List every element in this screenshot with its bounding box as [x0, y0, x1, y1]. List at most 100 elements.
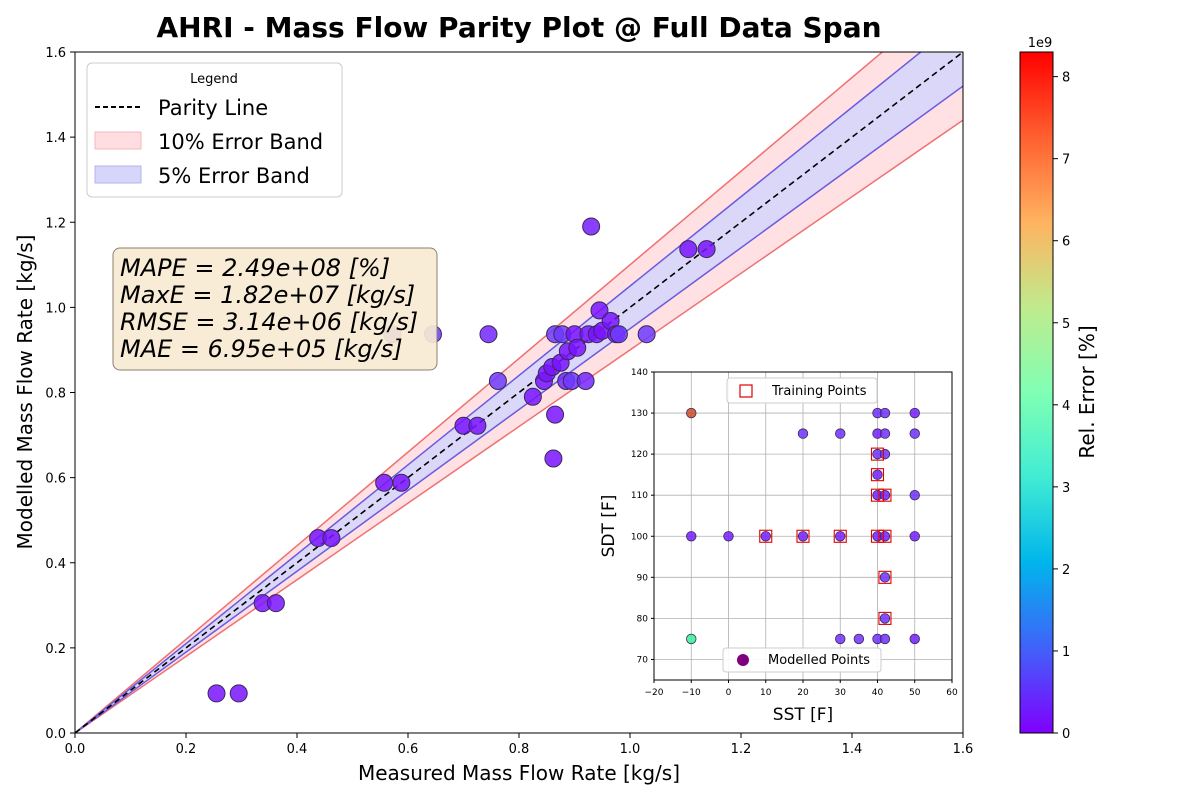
inset-training-point — [870, 529, 885, 543]
inset-training-point — [878, 488, 892, 502]
inset-x-tick-label: −20 — [645, 688, 664, 698]
inset-training-point — [870, 488, 885, 502]
inset-y-tick-label: 100 — [631, 532, 648, 542]
y-tick-label: 0.0 — [45, 727, 66, 742]
error-band-upper-edge-10pct — [75, 52, 884, 733]
inset-modelled-point — [909, 531, 920, 542]
inset-modelled-point — [760, 531, 771, 542]
inset-modelled-point — [872, 469, 883, 480]
inset-training-point — [878, 570, 892, 584]
x-tick-label: 0.4 — [287, 742, 308, 757]
data-point — [229, 684, 248, 703]
x-tick-label: 0.0 — [65, 742, 86, 757]
x-tick-label: 0.6 — [398, 742, 419, 757]
y-axis-label: Modelled Mass Flow Rate [kg/s] — [13, 235, 37, 550]
inset-modelled-point — [797, 531, 809, 542]
colorbar-tick-label: 0 — [1062, 727, 1070, 742]
inset-training-point — [878, 529, 892, 543]
inset-modelled-point — [879, 448, 891, 460]
data-point — [590, 301, 609, 320]
colorbar-tick-label: 4 — [1062, 399, 1070, 414]
inset-legend-modelled-box — [722, 647, 882, 673]
inset-modelled-point — [686, 633, 697, 645]
inset-training-point — [870, 447, 885, 461]
inset-modelled-point — [879, 633, 891, 645]
colorbar-tick-label: 2 — [1062, 563, 1070, 578]
x-tick-label: 0.2 — [176, 742, 197, 757]
colorbar-tick-label: 7 — [1062, 153, 1070, 168]
data-point — [637, 325, 656, 344]
inset-x-tick-label: −10 — [682, 688, 701, 698]
y-tick-label: 1.0 — [45, 301, 66, 316]
inset-training-point — [759, 529, 773, 543]
inset-x-tick-label: 30 — [835, 688, 847, 698]
inset-training-point — [796, 529, 810, 543]
inset-modelled-point — [909, 407, 920, 419]
data-point — [207, 684, 226, 703]
y-tick-label: 0.8 — [45, 387, 66, 402]
legend: Legend Parity Line 10% Error Band 5% Err… — [86, 62, 343, 198]
inset-x-tick-label: 10 — [760, 688, 772, 698]
colorbar-tick-label: 3 — [1062, 481, 1070, 496]
colorbar-tick-label: 8 — [1062, 71, 1070, 86]
colorbar-tick-label: 1 — [1062, 645, 1070, 660]
data-point — [266, 594, 285, 613]
colorbar-multiplier: 1e9 — [1028, 36, 1053, 51]
stat-maxe: MaxE = 1.82e+07 [kg/s] — [120, 281, 415, 309]
error-band-lower-edge-5pct — [75, 85, 963, 733]
y-tick-label: 1.2 — [45, 216, 66, 231]
inset-modelled-point — [909, 633, 920, 645]
data-point — [523, 387, 542, 406]
legend-5pct-label: 5% Error Band — [158, 164, 310, 188]
inset-modelled-point — [835, 428, 846, 439]
inset-y-tick-label: 110 — [631, 491, 648, 501]
inset-modelled-point — [835, 633, 846, 645]
stat-mape: MAPE = 2.49e+08 [%] — [120, 254, 390, 282]
inset-training-point — [870, 468, 885, 482]
data-point — [582, 217, 601, 236]
stats-box: MAPE = 2.49e+08 [%] MaxE = 1.82e+07 [kg/… — [112, 247, 438, 371]
legend-title: Legend — [190, 72, 238, 87]
inset-modelled-point — [909, 490, 920, 501]
inset-x-axis-label: SST [F] — [773, 705, 833, 725]
inset-training-point — [878, 611, 892, 625]
inset-legend-training-label: Training Points — [771, 384, 867, 399]
y-tick-label: 0.2 — [45, 642, 66, 657]
data-point — [322, 529, 341, 548]
inset-y-tick-label: 120 — [631, 450, 648, 460]
inset-modelled-point — [686, 531, 697, 542]
data-point — [697, 240, 716, 259]
inset-y-axis-label: SDT [F] — [599, 495, 619, 558]
inset-modelled-point — [686, 407, 697, 419]
data-point — [609, 325, 628, 344]
data-point — [679, 240, 698, 259]
colorbar-tick-label: 5 — [1062, 317, 1070, 332]
y-tick-label: 1.4 — [45, 131, 66, 146]
error-band-upper-edge-5pct — [75, 52, 922, 733]
parity-line — [75, 52, 963, 733]
inset-legend-training-swatch — [739, 384, 753, 398]
inset-modelled-point — [879, 428, 891, 439]
inset-modelled-point — [879, 407, 891, 419]
x-tick-label: 1.6 — [953, 742, 974, 757]
inset-y-tick-label: 130 — [631, 409, 648, 419]
data-point — [488, 372, 507, 391]
error-band-lower-edge-10pct — [75, 119, 963, 733]
data-point — [375, 473, 394, 492]
data-point — [568, 338, 587, 357]
x-axis-label: Measured Mass Flow Rate [kg/s] — [358, 761, 680, 785]
x-tick-label: 0.8 — [509, 742, 530, 757]
legend-5pct-swatch — [94, 165, 142, 184]
data-point — [468, 416, 487, 435]
data-point — [479, 325, 498, 344]
x-tick-label: 1.0 — [620, 742, 641, 757]
inset-x-tick-label: 50 — [909, 688, 921, 698]
stat-mae: MAE = 6.95e+05 [kg/s] — [120, 335, 403, 363]
inset-x-tick-label: 20 — [797, 688, 809, 698]
colorbar-label: Rel. Error [%] — [1075, 325, 1099, 458]
inset-y-tick-label: 70 — [637, 655, 649, 665]
inset-training-point — [833, 529, 847, 543]
data-point — [546, 405, 565, 424]
data-point — [544, 449, 563, 468]
inset-x-tick-label: 60 — [946, 688, 958, 698]
